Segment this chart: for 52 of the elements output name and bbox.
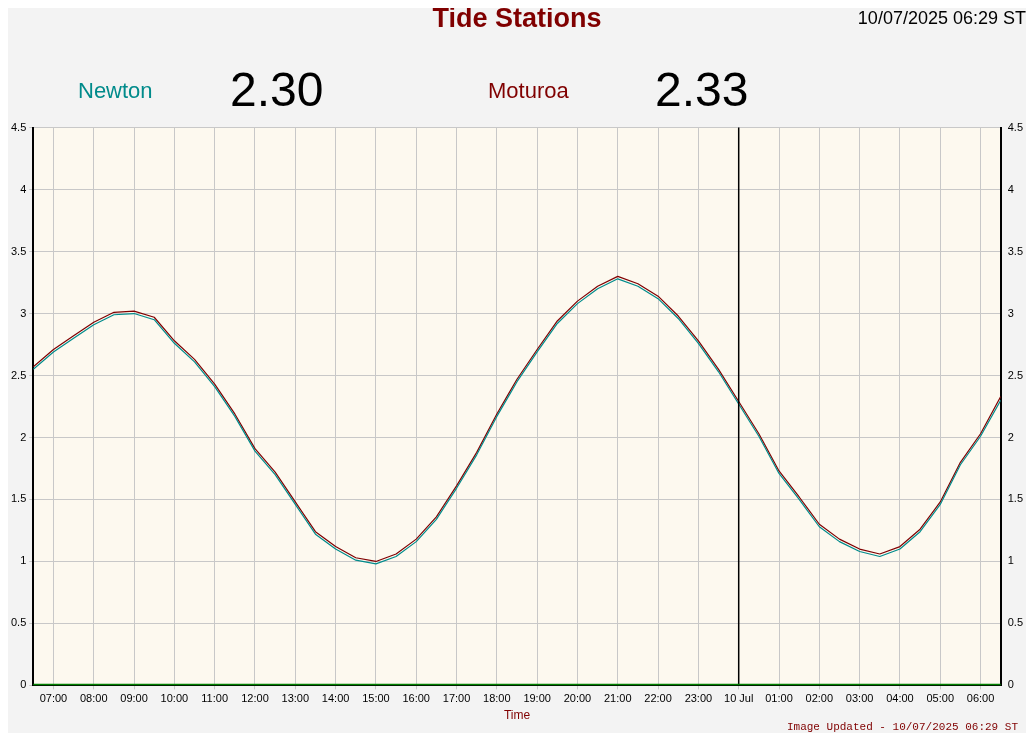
- text: Image Updated - 10/07/2025 06:29 ST: [786, 721, 1018, 733]
- x-tick-label: 13:00: [281, 692, 310, 705]
- x-tick-label: 19:00: [523, 692, 551, 705]
- y2-tick-label: 0.5: [1007, 616, 1024, 629]
- text: 2.33: [655, 62, 749, 117]
- x-tick-label: 01:00: [765, 692, 793, 705]
- x-tick-label: 15:00: [362, 692, 390, 705]
- chart-title: Tide Stations: [432, 7, 602, 33]
- y2-tick-label: 1: [1007, 554, 1014, 567]
- y2-tick-label: 2.5: [1007, 368, 1024, 381]
- x-tick-label: 16:00: [402, 692, 430, 705]
- x-tick-label: 06:00: [966, 692, 995, 705]
- x-tick-label: 18:00: [483, 692, 511, 705]
- y2-tick-label: 2: [1007, 430, 1014, 443]
- x-tick-label: 21:00: [604, 692, 632, 705]
- x-tick-label: 02:00: [805, 692, 834, 705]
- y-tick-label: 2: [20, 430, 27, 443]
- y-tick-label: 3.5: [10, 244, 27, 257]
- y-tick-label: 0.5: [10, 616, 27, 629]
- x-tick-label: 05:00: [926, 692, 955, 705]
- x-tick-label: 08:00: [79, 692, 108, 705]
- text: 2.30: [230, 62, 324, 117]
- y-tick-label: 4: [20, 182, 27, 195]
- y-tick-label: 4.5: [10, 120, 27, 133]
- y-tick-label: 1.5: [10, 492, 27, 505]
- y2-tick-label: 3: [1007, 306, 1014, 319]
- text: Moturoa: [488, 78, 569, 104]
- x-tick-label: 10 Jul: [724, 692, 754, 705]
- text: Newton: [78, 78, 153, 104]
- x-tick-label: 04:00: [886, 692, 914, 705]
- x-tick-label: 03:00: [845, 692, 874, 705]
- y-tick-label: 3: [20, 306, 27, 319]
- x-tick-label: 10:00: [160, 692, 189, 705]
- y2-tick-label: 0: [1007, 678, 1014, 691]
- x-tick-label: 22:00: [644, 692, 672, 705]
- y2-tick-label: 1.5: [1007, 492, 1024, 505]
- x-tick-label: 20:00: [563, 692, 592, 705]
- x-tick-label: 11:00: [201, 692, 229, 705]
- y2-tick-label: 4.5: [1007, 120, 1024, 133]
- x-tick-label: 23:00: [684, 692, 713, 705]
- x-tick-label: 12:00: [241, 692, 269, 705]
- chart-subtitle: 10/07/2025 06:29 ST: [857, 8, 1026, 29]
- x-tick-label: 09:00: [120, 692, 148, 705]
- y2-tick-label: 3.5: [1007, 244, 1024, 257]
- y-tick-label: 2.5: [10, 368, 27, 381]
- x-tick-label: 14:00: [321, 692, 350, 705]
- x-tick-label: 07:00: [39, 692, 68, 705]
- x-axis-title: Time: [503, 708, 531, 723]
- x-tick-label: 17:00: [442, 692, 471, 705]
- y2-tick-label: 4: [1007, 182, 1014, 195]
- y-tick-label: 1: [20, 554, 27, 567]
- y-tick-label: 0: [20, 678, 27, 691]
